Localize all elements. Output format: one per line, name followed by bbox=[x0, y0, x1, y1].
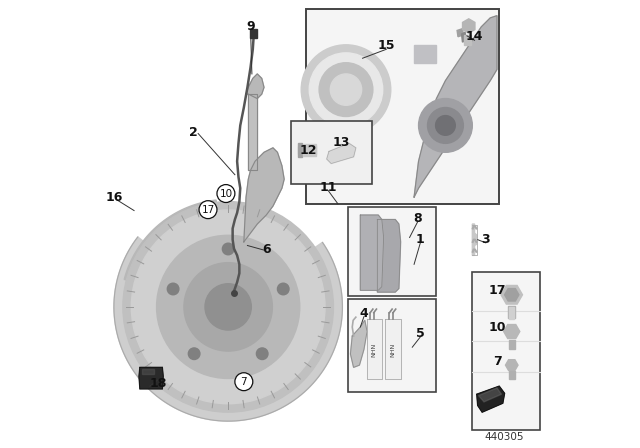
Circle shape bbox=[205, 284, 252, 330]
Text: 18: 18 bbox=[149, 376, 166, 390]
Text: NHN: NHN bbox=[372, 342, 377, 357]
Polygon shape bbox=[250, 29, 257, 38]
Circle shape bbox=[217, 185, 235, 202]
FancyBboxPatch shape bbox=[348, 299, 436, 392]
Circle shape bbox=[131, 210, 325, 404]
Polygon shape bbox=[464, 35, 470, 45]
Polygon shape bbox=[360, 215, 383, 290]
Polygon shape bbox=[414, 16, 497, 197]
Circle shape bbox=[330, 74, 362, 105]
Polygon shape bbox=[367, 319, 382, 379]
Text: 17: 17 bbox=[489, 284, 506, 297]
Polygon shape bbox=[246, 74, 264, 99]
Polygon shape bbox=[303, 144, 316, 156]
Circle shape bbox=[167, 283, 179, 295]
Circle shape bbox=[319, 63, 373, 116]
Polygon shape bbox=[479, 388, 502, 402]
Polygon shape bbox=[472, 224, 477, 255]
Text: 9: 9 bbox=[246, 20, 255, 34]
Text: 11: 11 bbox=[319, 181, 337, 194]
Polygon shape bbox=[509, 340, 515, 349]
Polygon shape bbox=[461, 32, 466, 42]
Circle shape bbox=[257, 348, 268, 359]
FancyBboxPatch shape bbox=[306, 9, 499, 204]
Text: 10: 10 bbox=[220, 189, 232, 198]
Polygon shape bbox=[327, 143, 356, 164]
Polygon shape bbox=[509, 307, 515, 319]
Polygon shape bbox=[298, 143, 302, 157]
Text: 17: 17 bbox=[202, 205, 214, 215]
Polygon shape bbox=[124, 200, 219, 286]
Circle shape bbox=[199, 201, 217, 219]
Text: 16: 16 bbox=[105, 190, 123, 204]
Text: 5: 5 bbox=[416, 327, 425, 340]
Circle shape bbox=[309, 53, 383, 126]
Polygon shape bbox=[139, 367, 163, 389]
Polygon shape bbox=[509, 371, 515, 379]
Text: 6: 6 bbox=[262, 243, 271, 257]
Polygon shape bbox=[378, 220, 401, 292]
Circle shape bbox=[222, 243, 234, 255]
Circle shape bbox=[277, 283, 289, 295]
Circle shape bbox=[428, 108, 463, 143]
Text: 1: 1 bbox=[416, 233, 425, 246]
FancyBboxPatch shape bbox=[291, 121, 372, 184]
Polygon shape bbox=[385, 319, 401, 379]
Polygon shape bbox=[351, 320, 367, 367]
Text: 4: 4 bbox=[360, 307, 368, 320]
Polygon shape bbox=[114, 237, 342, 421]
Circle shape bbox=[235, 373, 253, 391]
FancyBboxPatch shape bbox=[472, 272, 540, 430]
Text: 8: 8 bbox=[413, 212, 422, 225]
Circle shape bbox=[157, 235, 300, 379]
Text: 2: 2 bbox=[189, 125, 198, 139]
Circle shape bbox=[184, 263, 273, 351]
Polygon shape bbox=[142, 369, 154, 374]
Polygon shape bbox=[508, 306, 515, 318]
Circle shape bbox=[301, 45, 391, 134]
Text: 15: 15 bbox=[378, 39, 395, 52]
Text: NHN: NHN bbox=[390, 342, 396, 357]
Text: 7: 7 bbox=[493, 354, 502, 368]
Text: 440305: 440305 bbox=[485, 432, 524, 442]
Circle shape bbox=[436, 116, 455, 135]
Polygon shape bbox=[248, 94, 257, 170]
Text: 14: 14 bbox=[466, 30, 483, 43]
Text: 7: 7 bbox=[241, 377, 247, 387]
Circle shape bbox=[419, 99, 472, 152]
Polygon shape bbox=[414, 45, 436, 63]
Circle shape bbox=[123, 202, 333, 412]
Circle shape bbox=[188, 348, 200, 359]
Polygon shape bbox=[477, 386, 504, 412]
Text: 10: 10 bbox=[489, 320, 506, 334]
Polygon shape bbox=[457, 29, 463, 37]
Polygon shape bbox=[298, 146, 316, 154]
Polygon shape bbox=[244, 148, 284, 242]
FancyBboxPatch shape bbox=[348, 207, 436, 296]
Text: 13: 13 bbox=[333, 136, 350, 149]
Text: 3: 3 bbox=[481, 233, 490, 246]
Text: 12: 12 bbox=[299, 143, 317, 157]
